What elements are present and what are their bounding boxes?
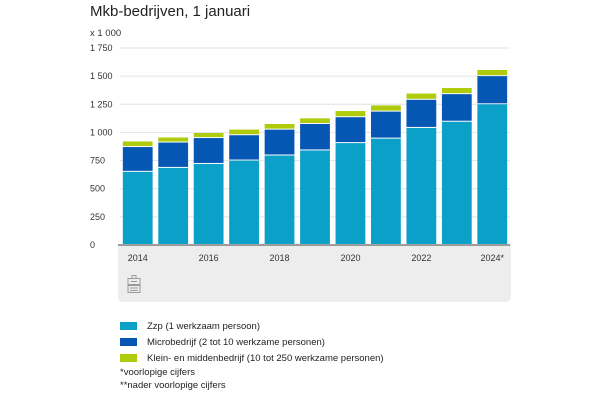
unit-label: x 1 000 xyxy=(90,28,122,39)
legend-label: Zzp (1 werkzaam persoon) xyxy=(147,320,260,332)
bar-segment-microbedrijf[interactable] xyxy=(122,147,153,171)
bar-segment-klein-middenbedrijf[interactable] xyxy=(264,123,295,129)
bar-segment-klein-middenbedrijf[interactable] xyxy=(406,93,437,99)
footnote-preliminary: *voorlopige cijfers xyxy=(120,367,195,378)
bar-segment-microbedrijf[interactable] xyxy=(193,138,224,163)
bar-segment-microbedrijf[interactable] xyxy=(335,117,366,143)
bar-segment-zzp[interactable] xyxy=(335,143,366,244)
bar-segment-microbedrijf[interactable] xyxy=(371,111,401,138)
bar-segment-zzp[interactable] xyxy=(300,150,330,244)
bar-segment-klein-middenbedrijf[interactable] xyxy=(300,118,330,123)
bar-segment-klein-middenbedrijf[interactable] xyxy=(371,105,401,111)
x-tick-label: 2016 xyxy=(199,253,219,263)
y-tick-label: 750 xyxy=(90,156,105,166)
x-tick-label: 2022 xyxy=(411,253,431,263)
y-tick-label: 1 250 xyxy=(90,99,113,109)
y-tick-label: 1 750 xyxy=(90,43,113,53)
legend-item-microbedrijf[interactable]: Microbedrijf (2 tot 10 werkzame personen… xyxy=(120,334,384,350)
bar-segment-zzp[interactable] xyxy=(229,160,259,244)
y-tick-label: 1 000 xyxy=(90,127,113,137)
bar-segment-microbedrijf[interactable] xyxy=(441,94,472,121)
y-tick-label: 500 xyxy=(90,184,105,194)
interval-icon[interactable] xyxy=(127,275,141,293)
bar-segment-klein-middenbedrijf[interactable] xyxy=(122,141,153,147)
y-tick-label: 250 xyxy=(90,212,105,222)
bar-segment-zzp[interactable] xyxy=(122,171,153,244)
bar-segment-klein-middenbedrijf[interactable] xyxy=(335,111,366,117)
x-tick-label: 2018 xyxy=(270,253,290,263)
bar-segment-zzp[interactable] xyxy=(477,104,508,245)
chart-title: Mkb-bedrijven, 1 januari xyxy=(90,3,251,20)
x-tick-label: 2024* xyxy=(481,253,505,263)
bar-segment-microbedrijf[interactable] xyxy=(158,142,189,167)
y-tick-label: 1 500 xyxy=(90,71,113,81)
bar-segment-microbedrijf[interactable] xyxy=(300,123,330,150)
legend: Zzp (1 werkzaam persoon) Microbedrijf (2… xyxy=(120,318,384,366)
bar-segment-zzp[interactable] xyxy=(264,155,295,244)
x-tick-label: 2014 xyxy=(128,253,148,263)
bar-segment-microbedrijf[interactable] xyxy=(264,129,295,155)
bar-segment-microbedrijf[interactable] xyxy=(229,135,259,160)
legend-swatch xyxy=(120,322,137,330)
footnote-more-preliminary: **nader voorlopige cijfers xyxy=(120,379,226,391)
bar-segment-zzp[interactable] xyxy=(371,138,401,244)
y-tick-label: 0 xyxy=(90,240,95,250)
legend-item-klein-middenbedrijf[interactable]: Klein- en middenbedrijf (10 tot 250 werk… xyxy=(120,350,384,366)
bar-segment-klein-middenbedrijf[interactable] xyxy=(229,129,259,135)
bar-segment-klein-middenbedrijf[interactable] xyxy=(158,137,189,142)
bar-segment-zzp[interactable] xyxy=(158,167,189,244)
bar-segment-microbedrijf[interactable] xyxy=(477,76,508,104)
bar-segment-zzp[interactable] xyxy=(441,121,472,244)
legend-swatch xyxy=(120,354,137,362)
footnotes: *voorlopige cijfers **nader voorlopige c… xyxy=(120,367,226,392)
bar-segment-zzp[interactable] xyxy=(193,163,224,244)
bar-segment-klein-middenbedrijf[interactable] xyxy=(441,87,472,94)
bar-segment-klein-middenbedrijf[interactable] xyxy=(193,132,224,138)
bar-segment-klein-middenbedrijf[interactable] xyxy=(477,69,508,76)
x-tick-label: 2020 xyxy=(340,253,360,263)
legend-label: Klein- en middenbedrijf (10 tot 250 werk… xyxy=(147,352,384,364)
legend-item-zzp[interactable]: Zzp (1 werkzaam persoon) xyxy=(120,318,384,334)
legend-label: Microbedrijf (2 tot 10 werkzame personen… xyxy=(147,336,325,348)
bar-segment-microbedrijf[interactable] xyxy=(406,99,437,127)
bar-segment-zzp[interactable] xyxy=(406,127,437,244)
legend-swatch xyxy=(120,338,137,346)
x-axis-panel xyxy=(118,245,511,302)
